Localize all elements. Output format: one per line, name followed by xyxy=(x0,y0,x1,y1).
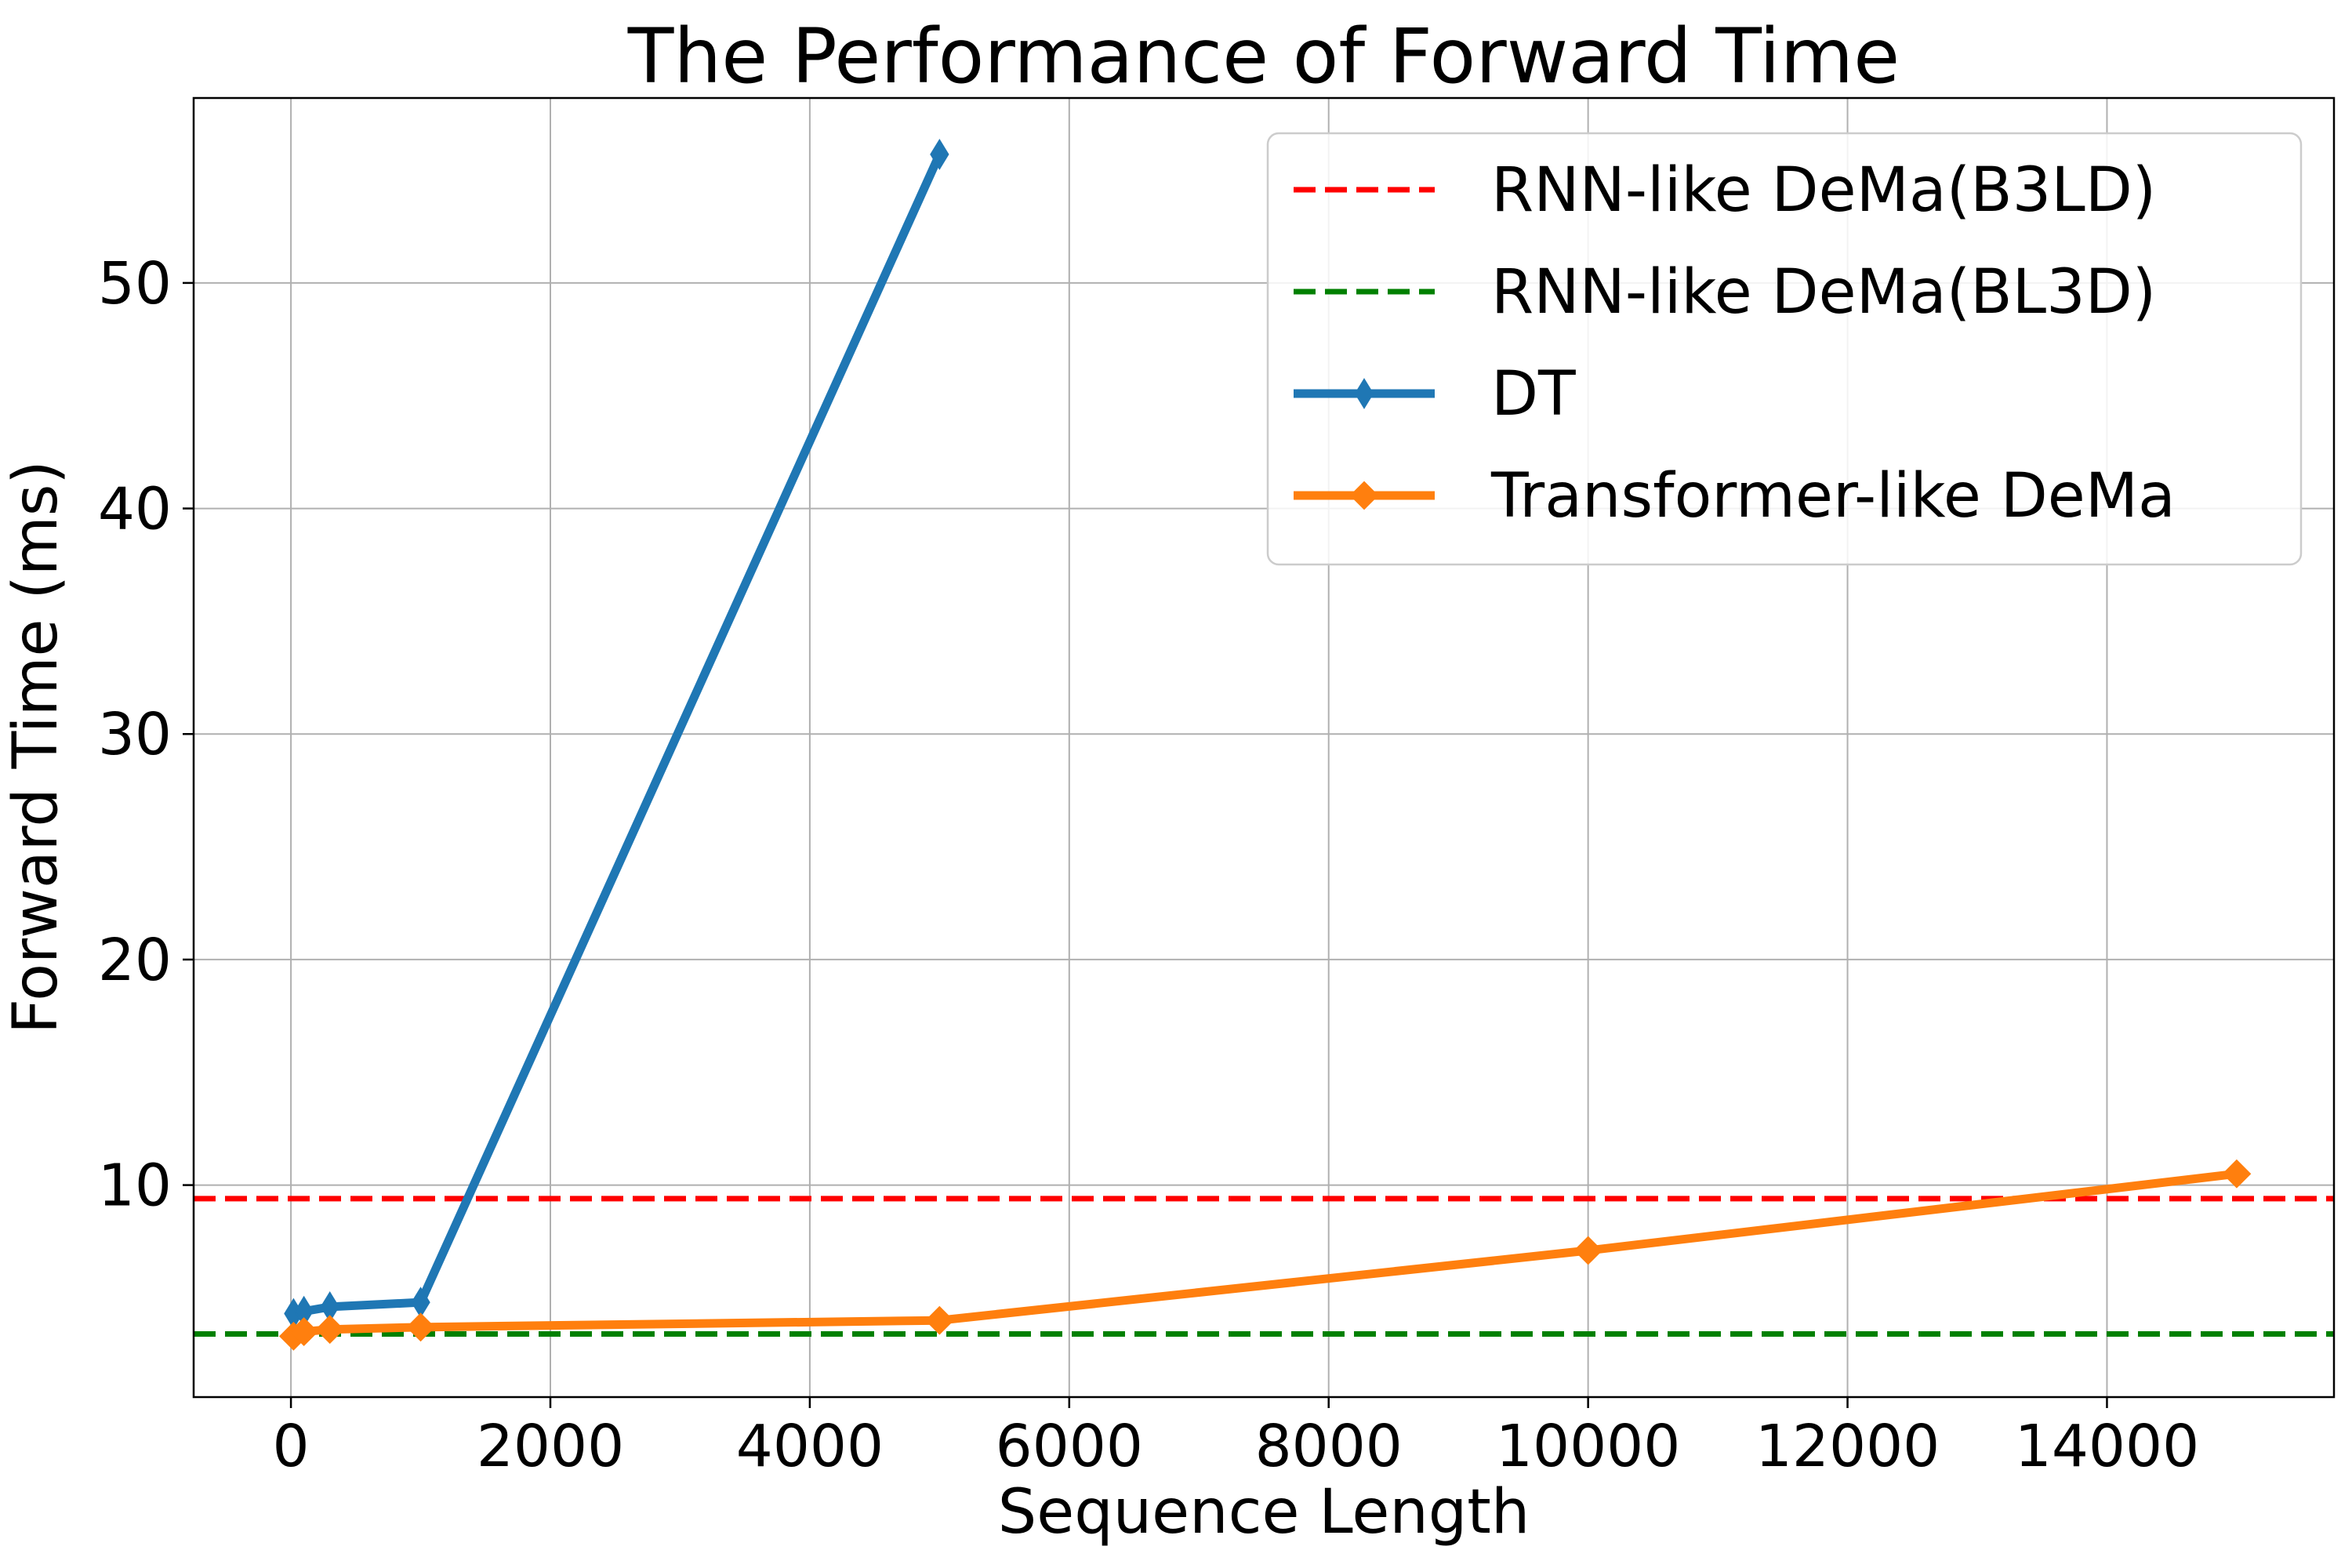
x-tick-label: 10000 xyxy=(1496,1413,1680,1480)
legend-marker xyxy=(1349,481,1379,510)
y-axis-label: Forward Time (ms) xyxy=(1,460,71,1034)
y-tick-label: 40 xyxy=(98,476,172,543)
data-point xyxy=(406,1312,435,1342)
chart-title: The Performance of Forward Time xyxy=(627,13,1900,100)
y-tick-label: 50 xyxy=(98,250,172,318)
legend-label: Transformer-like DeMa xyxy=(1490,461,2176,532)
legend-item: Transformer-like DeMa xyxy=(1294,461,2176,532)
y-tick-label: 10 xyxy=(98,1152,172,1220)
x-tick-label: 6000 xyxy=(996,1413,1143,1480)
x-tick-label: 12000 xyxy=(1755,1413,1940,1480)
x-tick-label: 4000 xyxy=(736,1413,884,1480)
legend: RNN-like DeMa(B3LD) RNN-like DeMa(BL3D) DT… xyxy=(1266,132,2303,566)
data-point xyxy=(2222,1159,2252,1189)
legend-box xyxy=(1266,132,2303,566)
data-point xyxy=(1573,1236,1603,1265)
series-2 xyxy=(278,1159,2252,1351)
legend-label: RNN-like DeMa(B3LD) xyxy=(1491,155,2156,226)
legend-item: RNN-like DeMa(B3LD) xyxy=(1294,155,2156,226)
y-tick-label: 30 xyxy=(98,701,172,768)
legend-label: DT xyxy=(1491,359,1576,430)
legend-label: RNN-like DeMa(BL3D) xyxy=(1491,257,2156,328)
legend-item: RNN-like DeMa(BL3D) xyxy=(1294,257,2156,328)
x-tick-label: 2000 xyxy=(477,1413,624,1480)
x-axis-label: Sequence Length xyxy=(998,1477,1530,1548)
data-point xyxy=(289,1317,319,1346)
x-tick-label: 8000 xyxy=(1255,1413,1403,1480)
data-point xyxy=(315,1315,345,1345)
data-point xyxy=(930,139,949,170)
x-tick-label: 14000 xyxy=(2015,1413,2199,1480)
reference-lines xyxy=(194,1196,2334,1337)
legend-item: DT xyxy=(1294,359,1576,430)
axis-ticks: 0 2000 4000 6000 8000 10000 12000 14000 10 20 30 40… xyxy=(98,250,2199,1480)
y-tick-label: 20 xyxy=(98,927,172,994)
x-tick-label: 0 xyxy=(273,1413,310,1480)
legend-marker xyxy=(1354,378,1374,409)
plot-frame xyxy=(192,96,2336,1399)
series-lines xyxy=(278,139,2252,1351)
data-point xyxy=(924,1305,954,1335)
